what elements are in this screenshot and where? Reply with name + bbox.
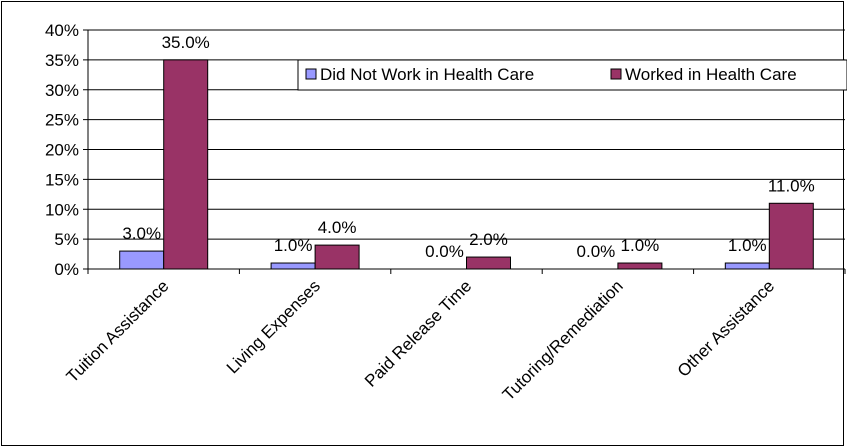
data-label: 3.0%: [122, 224, 161, 243]
y-tick-label: 30%: [45, 81, 79, 100]
y-tick-label: 40%: [45, 21, 79, 40]
legend-swatch-did-not-work: [305, 68, 317, 80]
bar-worked-3: [617, 262, 663, 270]
data-label: 1.0%: [274, 236, 313, 255]
data-label: 1.0%: [621, 236, 660, 255]
bar-did-not-work-0: [119, 250, 165, 270]
legend-swatch-worked: [610, 68, 622, 80]
data-label: 0.0%: [577, 242, 616, 261]
data-label: 2.0%: [469, 230, 508, 249]
bar-did-not-work-4: [724, 262, 770, 270]
y-tick-label: 20%: [45, 141, 79, 160]
category-label: Tutoring/Remediation: [499, 276, 627, 404]
y-tick-label: 15%: [45, 170, 79, 189]
data-labels: 3.0% 35.0% 1.0% 4.0% 0.0% 2.0% 0.0% 1.0% 1.0% 11.…: [122, 33, 814, 261]
category-label: Other Assistance: [674, 276, 778, 380]
category-label: Paid Release Time: [361, 276, 475, 390]
bar-worked-0: [163, 59, 209, 270]
data-label: 11.0%: [768, 176, 815, 195]
data-label: 1.0%: [728, 236, 767, 255]
category-labels: Tuition Assistance Living Expenses Paid Re…: [63, 276, 778, 404]
y-tick-labels: 0% 5% 10% 15% 20% 25% 30% 35% 40%: [45, 21, 79, 279]
y-tick-label: 10%: [45, 200, 79, 219]
legend-label-did-not-work: Did Not Work in Health Care: [320, 65, 534, 84]
y-tick-label: 35%: [45, 51, 79, 70]
bar-worked-1: [314, 244, 360, 270]
data-label: 35.0%: [162, 33, 210, 52]
bar-did-not-work-1: [270, 262, 316, 270]
bar-worked-4: [768, 202, 814, 270]
y-tick-label: 25%: [45, 111, 79, 130]
category-label: Tuition Assistance: [63, 276, 173, 386]
bars: [119, 59, 814, 270]
data-label: 0.0%: [425, 242, 464, 261]
y-tick-label: 5%: [54, 230, 79, 249]
bar-worked-2: [466, 256, 511, 270]
legend-label-worked: Worked in Health Care: [625, 65, 797, 84]
legend-box: [297, 59, 847, 91]
legend: Did Not Work in Health Care Worked in He…: [297, 59, 847, 91]
category-label: Living Expenses: [223, 276, 324, 377]
y-tick-label: 0%: [54, 260, 79, 279]
data-label: 4.0%: [318, 218, 357, 237]
